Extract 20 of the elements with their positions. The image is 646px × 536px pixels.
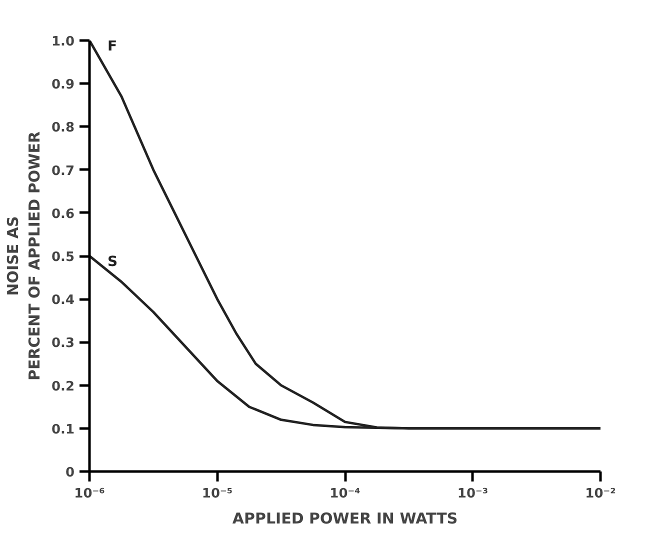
- series-label: S: [108, 254, 118, 270]
- y-tick-label: 0.6: [51, 206, 74, 222]
- x-tick-label: 10⁻³: [457, 486, 488, 502]
- y-tick-label: 0.2: [51, 379, 74, 394]
- y-tick-label: 0.7: [51, 164, 74, 179]
- y-axis-title: NOISE AS PERCENT OF APPLIED POWER: [4, 131, 44, 381]
- y-tick-label: 0.3: [51, 336, 74, 352]
- y-tick-label: 0.8: [51, 120, 74, 136]
- x-tick-label: 10⁻⁶: [74, 486, 106, 502]
- y-tick-label: 0.5: [51, 250, 74, 265]
- x-tick-label: 10⁻⁴: [330, 486, 361, 502]
- y-tick-label: 0.4: [51, 293, 74, 308]
- y-tick-label: 0.1: [51, 422, 74, 438]
- y-tick-label: 0: [65, 466, 74, 480]
- x-tick-label: 10⁻²: [585, 486, 616, 502]
- y-tick-label: 1.0: [51, 34, 74, 50]
- x-tick-label: 10⁻⁵: [202, 486, 233, 502]
- y-tick-label: 0.9: [51, 78, 74, 93]
- series-label: F: [108, 38, 118, 54]
- x-axis-title: APPLIED POWER IN WATTS: [232, 510, 458, 528]
